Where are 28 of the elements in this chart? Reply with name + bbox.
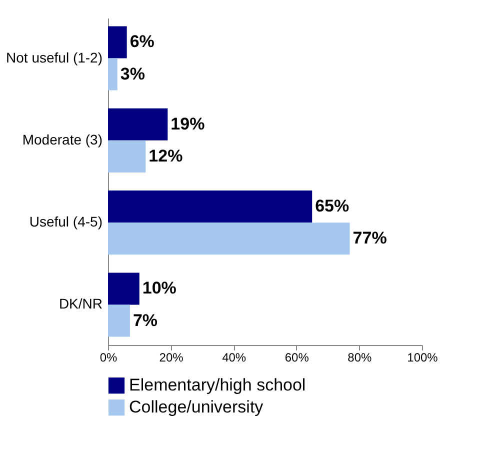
y-tick-label: Moderate (3): [22, 131, 102, 148]
legend-label: College/university: [129, 398, 264, 416]
x-tick-label: 80%: [348, 350, 372, 364]
data-label: 77%: [352, 228, 387, 248]
y-tick-label: Not useful (1-2): [6, 49, 102, 66]
bar: [108, 190, 312, 223]
data-label: 7%: [132, 310, 158, 330]
data-label: 3%: [120, 64, 145, 84]
data-label: 65%: [315, 196, 350, 216]
y-tick-label: DK/NR: [58, 296, 102, 312]
bar: [108, 26, 127, 58]
bar: [108, 140, 146, 172]
bar: [108, 58, 118, 90]
x-tick-label: 100%: [407, 350, 438, 364]
bar: [108, 272, 140, 305]
data-label: 12%: [148, 146, 183, 166]
bar: [108, 108, 168, 140]
bar: [108, 304, 130, 337]
x-tick-label: 20%: [159, 350, 184, 364]
y-tick-label: Useful (4-5): [29, 214, 102, 230]
data-label: 10%: [142, 278, 176, 298]
x-tick-label: 40%: [222, 350, 246, 364]
legend-label: Elementary/high school: [129, 376, 306, 394]
data-label: 6%: [130, 32, 154, 52]
bar: [108, 222, 350, 255]
data-label: 19%: [170, 114, 205, 134]
x-tick-label: 60%: [284, 350, 310, 364]
x-tick-label: 0%: [100, 350, 118, 364]
